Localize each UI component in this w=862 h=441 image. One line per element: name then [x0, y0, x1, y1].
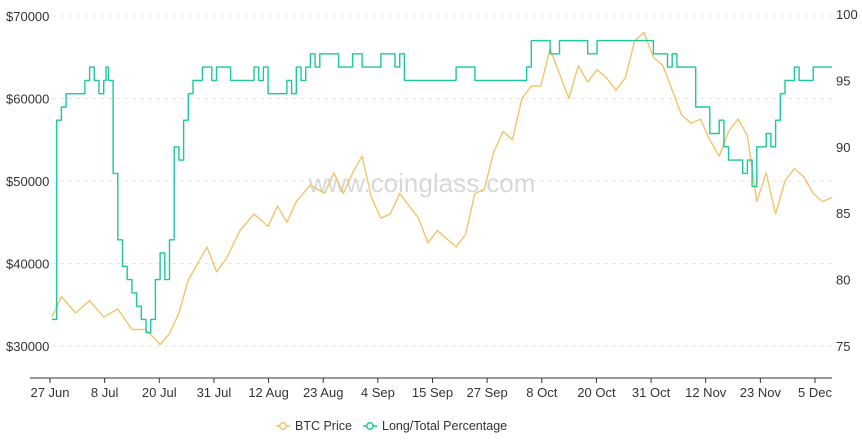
- x-tick-label: 27 Jun: [30, 385, 69, 400]
- x-tick-label: 12 Nov: [685, 385, 727, 400]
- y-right-tick-label: 80: [836, 273, 850, 288]
- legend-swatch-marker: [366, 422, 374, 430]
- x-tick-label: 8 Jul: [91, 385, 119, 400]
- x-tick-label: 4 Sep: [361, 385, 395, 400]
- legend-swatch-marker: [279, 422, 287, 430]
- legend-item-label: BTC Price: [295, 419, 352, 433]
- y-right-tick-label: 85: [836, 206, 850, 221]
- x-tick-label: 20 Jul: [142, 385, 177, 400]
- axis-layer: $30000 $40000 $50000 $60000 $70000 75 80 85 90 95…: [6, 7, 858, 400]
- x-tick-label: 12 Aug: [248, 385, 289, 400]
- gridlines: [52, 15, 832, 347]
- series-layer: [51, 31, 833, 346]
- x-tick-label: 23 Aug: [303, 385, 344, 400]
- y-left-tick-label: $60000: [6, 92, 49, 107]
- x-tick-label: 15 Sep: [412, 385, 453, 400]
- series-line-btc-price: [51, 31, 833, 346]
- y-right-tick-label: 75: [836, 339, 850, 354]
- y-right-tick-label: 90: [836, 140, 850, 155]
- x-tick-label: 5 Dec: [798, 385, 832, 400]
- y-right-tick-label: 95: [836, 73, 850, 88]
- x-tick-label: 20 Oct: [577, 385, 616, 400]
- series-line-long-total-percentage: [52, 39, 832, 334]
- x-tick-label: 8 Oct: [526, 385, 557, 400]
- x-tick-label: 31 Jul: [197, 385, 232, 400]
- y-left-tick-label: $70000: [6, 9, 49, 24]
- y-left-tick-label: $40000: [6, 257, 49, 272]
- y-right-tick-label: 100: [836, 7, 858, 22]
- legend-item-label: Long/Total Percentage: [382, 419, 507, 433]
- legend[interactable]: BTC Price Long/Total Percentage: [276, 419, 507, 433]
- y-left-tick-label: $50000: [6, 174, 49, 189]
- x-tick-label: 23 Nov: [740, 385, 782, 400]
- x-tick-label: 31 Oct: [632, 385, 671, 400]
- y-left-tick-label: $30000: [6, 339, 49, 354]
- x-tick-label: 27 Sep: [467, 385, 508, 400]
- watermark-text: www.coinglass.com: [308, 168, 536, 198]
